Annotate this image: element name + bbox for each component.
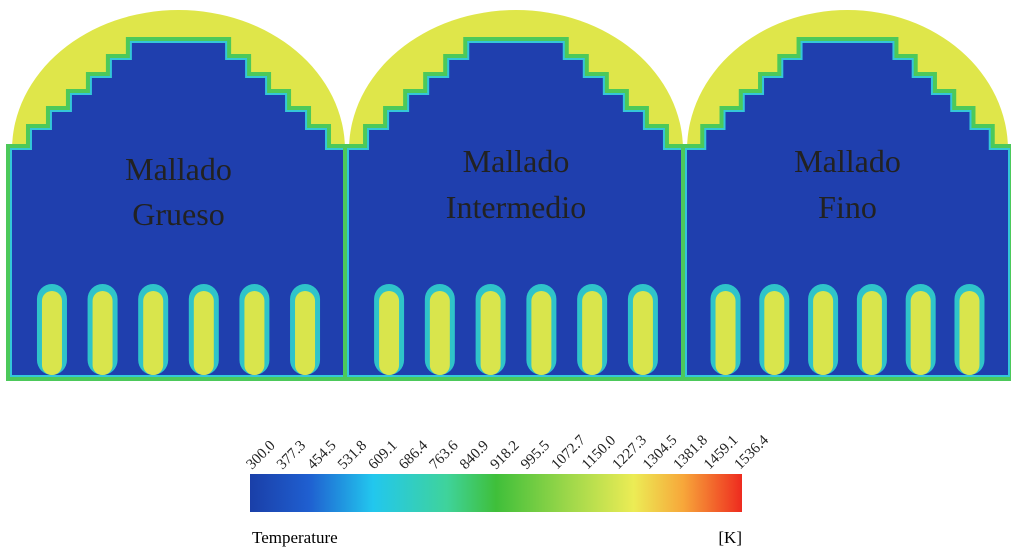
tick-label: 995.5 [518, 438, 553, 473]
panel-label: Fino [818, 189, 877, 225]
fin [531, 291, 552, 375]
fin [295, 291, 316, 375]
fin [193, 291, 214, 375]
fin [429, 291, 450, 375]
fin [41, 291, 62, 375]
panel-label: Mallado [794, 143, 901, 179]
fin [92, 291, 113, 375]
fin [632, 291, 653, 375]
tick-label: 1536.4 [732, 432, 773, 473]
panel-label: Mallado [463, 143, 570, 179]
tick-label: 763.6 [427, 437, 463, 473]
panel: Mallado Grueso [6, 9, 351, 381]
fin [764, 291, 785, 375]
panel: Mallado Intermedio [343, 10, 689, 381]
fin [379, 291, 400, 375]
colorbar-ticks: 300.0377.3454.5531.8609.1686.4763.6840.9… [244, 432, 773, 473]
fin [959, 291, 980, 375]
tick-label: 531.8 [335, 438, 370, 473]
tick-label: 454.5 [305, 438, 340, 473]
colorbar-label: Temperature [252, 528, 338, 547]
panel-label: Grueso [132, 196, 224, 232]
fin [861, 291, 882, 375]
tick-label: 840.9 [457, 438, 492, 473]
fin [813, 291, 834, 375]
tick-label: 918.2 [488, 438, 523, 473]
fin [910, 291, 931, 375]
fin [715, 291, 736, 375]
fin [480, 291, 501, 375]
tick-label: 609.1 [366, 438, 401, 473]
tick-label: 1150.0 [579, 433, 619, 473]
colorbar-unit: [K] [718, 528, 742, 547]
fin [244, 291, 265, 375]
panel-label: Mallado [125, 151, 232, 187]
tick-label: 377.3 [274, 438, 309, 473]
panel-label: Intermedio [446, 189, 586, 225]
fin [143, 291, 164, 375]
tick-label: 300.0 [244, 438, 279, 473]
colorbar [250, 474, 742, 512]
panel: Mallado Fino [681, 9, 1011, 381]
panels: Mallado Grueso Mallado Intermedio Mallado Fin… [6, 9, 1011, 381]
tick-label: 686.4 [396, 437, 432, 473]
fin [582, 291, 603, 375]
